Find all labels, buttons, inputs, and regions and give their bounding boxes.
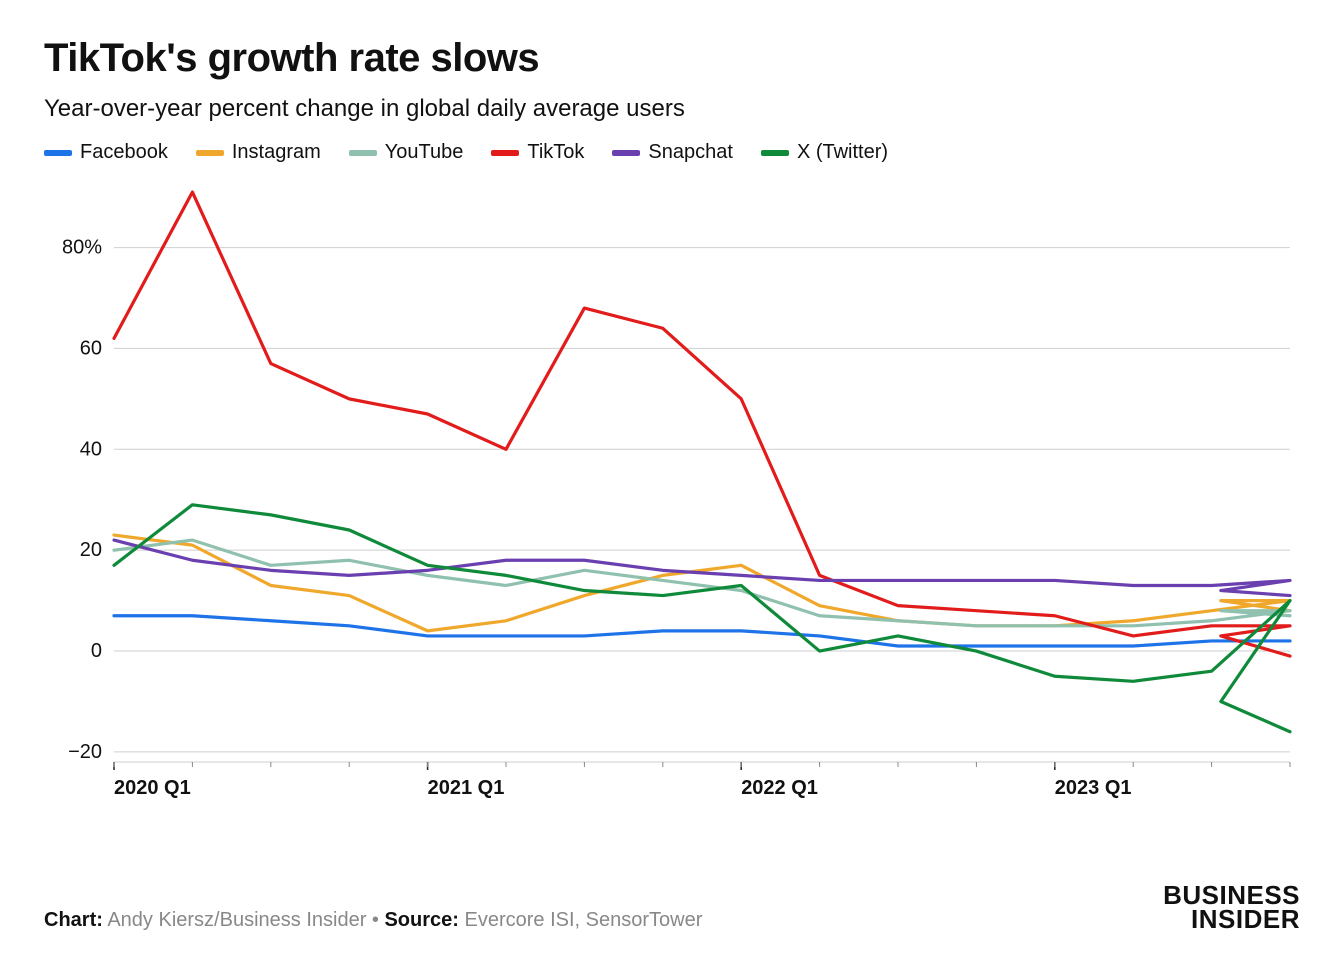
legend-label: YouTube bbox=[385, 141, 464, 164]
chart-title: TikTok's growth rate slows bbox=[44, 36, 1300, 81]
svg-text:2023 Q1: 2023 Q1 bbox=[1055, 777, 1132, 799]
svg-text:80%: 80% bbox=[62, 237, 102, 259]
legend-item: TikTok bbox=[491, 141, 584, 164]
legend-item: Facebook bbox=[44, 141, 168, 164]
svg-text:2022 Q1: 2022 Q1 bbox=[741, 777, 818, 799]
publisher-logo: BUSINESS INSIDER bbox=[1163, 884, 1300, 932]
svg-text:2020 Q1: 2020 Q1 bbox=[114, 777, 191, 799]
chart-plot: −20 0 20 40 60 80% 2020 Q1 2021 Q1 2022 Q1 2023 Q… bbox=[44, 172, 1300, 812]
legend-label: X (Twitter) bbox=[797, 141, 888, 164]
legend-label: Instagram bbox=[232, 141, 321, 164]
chart-legend: Facebook Instagram YouTube TikTok Snapchat X … bbox=[44, 141, 1300, 164]
svg-text:2021 Q1: 2021 Q1 bbox=[428, 777, 505, 799]
legend-swatch bbox=[761, 150, 789, 156]
svg-text:−20: −20 bbox=[68, 741, 102, 763]
svg-text:0: 0 bbox=[91, 640, 102, 662]
legend-item: Instagram bbox=[196, 141, 321, 164]
legend-item: YouTube bbox=[349, 141, 464, 164]
legend-item: X (Twitter) bbox=[761, 141, 888, 164]
legend-swatch bbox=[491, 150, 519, 156]
legend-swatch bbox=[44, 150, 72, 156]
chart-credit: Chart: Andy Kiersz/Business Insider • So… bbox=[44, 909, 702, 932]
chart-footer: Chart: Andy Kiersz/Business Insider • So… bbox=[44, 884, 1300, 932]
legend-swatch bbox=[196, 150, 224, 156]
series-line bbox=[114, 505, 1290, 732]
svg-text:40: 40 bbox=[80, 438, 102, 460]
chart-card: TikTok's growth rate slows Year-over-yea… bbox=[0, 0, 1344, 966]
legend-label: Snapchat bbox=[648, 141, 733, 164]
legend-item: Snapchat bbox=[612, 141, 733, 164]
svg-text:20: 20 bbox=[80, 539, 102, 561]
legend-label: Facebook bbox=[80, 141, 168, 164]
chart-subtitle: Year-over-year percent change in global … bbox=[44, 95, 1300, 123]
legend-swatch bbox=[612, 150, 640, 156]
legend-swatch bbox=[349, 150, 377, 156]
legend-label: TikTok bbox=[527, 141, 584, 164]
logo-line-2: INSIDER bbox=[1163, 908, 1300, 932]
chart-svg: −20 0 20 40 60 80% 2020 Q1 2021 Q1 2022 Q1 2023 Q… bbox=[44, 172, 1300, 812]
svg-text:60: 60 bbox=[80, 337, 102, 359]
